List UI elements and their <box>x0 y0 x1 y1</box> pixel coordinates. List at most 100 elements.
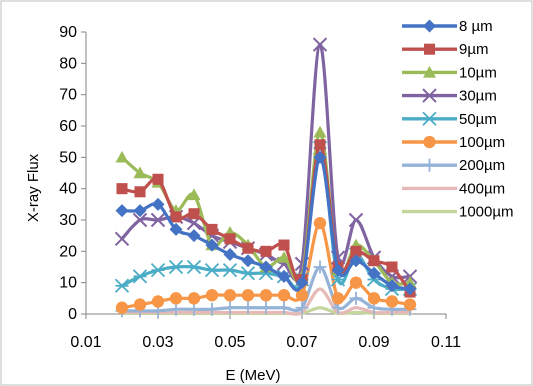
data-point <box>134 186 146 198</box>
data-point <box>169 302 183 316</box>
data-point <box>115 150 129 163</box>
data-point <box>132 269 148 284</box>
y-tick-label: 30 <box>59 212 77 229</box>
axes: 0 10 20 30 40 50 60 70 80 90 0.01 0.03 0.05 0.07 0.09 0… <box>59 24 461 351</box>
data-point <box>259 260 273 274</box>
data-point <box>241 289 255 302</box>
y-tick-label: 0 <box>68 306 77 323</box>
legend-entry: 30µm <box>402 88 497 105</box>
data-point <box>223 247 237 261</box>
data-point <box>423 158 436 172</box>
y-tick-label: 10 <box>59 275 77 292</box>
data-point <box>403 282 417 296</box>
legend-label: 400µm <box>459 180 505 197</box>
data-point <box>241 254 255 268</box>
data-point <box>188 208 200 220</box>
data-point <box>205 238 219 252</box>
data-point-stroke <box>114 231 130 247</box>
legend-entry: 100µm <box>402 134 505 151</box>
data-point <box>205 302 219 316</box>
data-point <box>278 239 290 251</box>
legend-label: 200µm <box>459 157 505 174</box>
legend-entry: 9µm <box>402 41 488 58</box>
x-tick-label: 0.05 <box>214 334 245 351</box>
data-point <box>187 229 201 243</box>
data-point <box>349 254 363 268</box>
data-point <box>349 276 363 289</box>
series-group <box>114 37 418 318</box>
data-point <box>151 295 165 308</box>
legend-label: 50µm <box>459 111 497 128</box>
data-point <box>223 301 237 315</box>
data-point <box>168 259 184 275</box>
y-tick-label: 20 <box>59 243 77 260</box>
y-tick-label: 40 <box>59 181 77 198</box>
x-axis-title: E (MeV) <box>225 367 280 384</box>
data-point <box>150 262 166 278</box>
legend: 8 µm 9µm 10µm 30µm 50µm 100µm 200µm 400µm 1000µm <box>402 18 514 221</box>
data-point <box>313 150 327 164</box>
data-point <box>313 125 327 138</box>
data-point <box>385 279 399 293</box>
data-point <box>313 260 327 274</box>
data-point <box>368 255 380 267</box>
data-point <box>348 212 364 228</box>
legend-label: 9µm <box>459 41 488 58</box>
data-point <box>385 295 399 308</box>
x-tick-label: 0.03 <box>142 334 173 351</box>
x-tick-label: 0.11 <box>431 334 461 351</box>
data-point <box>169 222 183 236</box>
data-point <box>367 266 381 280</box>
data-point-stroke <box>348 212 364 228</box>
data-point <box>367 292 381 305</box>
data-point <box>422 88 437 103</box>
data-point <box>114 231 130 247</box>
data-point <box>205 289 219 302</box>
data-point <box>222 262 238 278</box>
legend-entry: 10µm <box>402 64 497 81</box>
data-point <box>277 269 291 283</box>
data-point <box>349 291 363 305</box>
y-tick-label: 60 <box>59 118 77 135</box>
data-point <box>331 292 345 305</box>
legend-entry: 400µm <box>402 180 505 197</box>
legend-label: 1000µm <box>459 204 514 221</box>
data-point <box>133 204 147 218</box>
x-tick-label: 0.09 <box>358 334 389 351</box>
data-point <box>295 301 309 315</box>
data-point-stroke <box>132 212 148 228</box>
data-point <box>116 183 128 195</box>
data-point <box>403 298 417 311</box>
data-point <box>241 301 255 315</box>
data-point <box>242 242 254 254</box>
data-point <box>115 301 129 314</box>
data-point <box>169 292 183 305</box>
data-point <box>132 212 148 228</box>
data-point <box>259 301 273 315</box>
data-point <box>422 111 437 126</box>
data-point <box>206 223 218 235</box>
data-point <box>187 188 201 201</box>
y-tick-label: 70 <box>59 87 77 104</box>
data-point <box>133 298 147 311</box>
data-point <box>277 289 291 302</box>
data-point <box>187 292 201 305</box>
legend-label: 10µm <box>459 64 497 81</box>
data-point <box>223 289 237 302</box>
data-point <box>314 139 326 151</box>
data-point <box>170 211 182 223</box>
data-point <box>423 43 436 55</box>
data-point <box>313 216 327 230</box>
y-tick-label: 90 <box>59 24 77 41</box>
data-point <box>240 266 256 281</box>
data-point <box>423 135 436 149</box>
y-tick-label: 50 <box>59 149 77 166</box>
data-point <box>151 197 165 211</box>
data-point <box>423 65 436 78</box>
data-point <box>114 278 130 293</box>
data-point <box>133 166 147 179</box>
data-point <box>386 261 398 273</box>
